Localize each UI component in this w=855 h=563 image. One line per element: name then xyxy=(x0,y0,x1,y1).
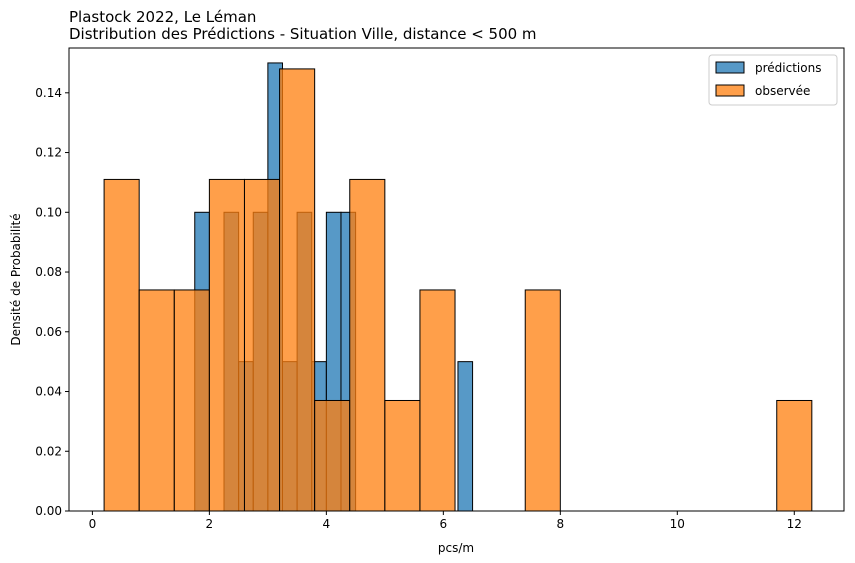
y-tick-label-0: 0.00 xyxy=(35,504,62,518)
x-tick-label-5: 10 xyxy=(670,517,685,531)
y-tick-label-3: 0.06 xyxy=(35,325,62,339)
x-tick-label-6: 12 xyxy=(787,517,802,531)
x-tick-label-1: 2 xyxy=(206,517,214,531)
y-axis-label: Densité de Probabilité xyxy=(9,213,23,345)
y-tick-label-1: 0.02 xyxy=(35,444,62,458)
y-tick-label-2: 0.04 xyxy=(35,385,62,399)
bar-s1-0 xyxy=(103,178,140,512)
y-tick-label-6: 0.12 xyxy=(35,146,62,160)
plot-frame xyxy=(68,47,845,512)
legend-swatch-predictions xyxy=(715,61,745,74)
chart-title: Plastock 2022, Le Léman xyxy=(69,8,256,26)
x-axis: 0 2 4 6 8 10 12 xyxy=(89,511,802,531)
bar-s1-6 xyxy=(314,399,351,512)
bar-s1-11 xyxy=(776,399,813,512)
y-tick-label-4: 0.08 xyxy=(35,265,62,279)
bar-s1-7 xyxy=(349,178,386,512)
legend-swatch-observed xyxy=(715,84,745,97)
bar-s1-2 xyxy=(173,289,210,512)
bar-s1-8 xyxy=(384,399,421,512)
bar-s1-5 xyxy=(279,68,316,512)
x-tick-label-3: 6 xyxy=(440,517,448,531)
y-axis: 0.00 0.02 0.04 0.06 0.08 0.10 0.12 0.14 xyxy=(35,86,69,518)
y-tick-label-5: 0.10 xyxy=(35,205,62,219)
y-tick-label-7: 0.14 xyxy=(35,86,62,100)
bar-s0-10 xyxy=(457,361,474,512)
x-tick-label-2: 4 xyxy=(323,517,331,531)
bar-s1-9 xyxy=(419,289,456,512)
legend-label-predictions: prédictions xyxy=(755,61,821,75)
bar-s1-3 xyxy=(208,178,245,512)
bar-s1-1 xyxy=(138,289,175,512)
x-tick-label-0: 0 xyxy=(89,517,97,531)
chart-subtitle: Distribution des Prédictions - Situation… xyxy=(69,25,537,43)
bars-layer xyxy=(103,62,813,512)
bar-s1-10 xyxy=(524,289,561,512)
legend: prédictions observée xyxy=(708,54,838,106)
x-axis-label: pcs/m xyxy=(438,541,474,555)
x-tick-label-4: 8 xyxy=(557,517,565,531)
bar-s1-4 xyxy=(243,178,281,512)
legend-label-observed: observée xyxy=(755,84,810,98)
